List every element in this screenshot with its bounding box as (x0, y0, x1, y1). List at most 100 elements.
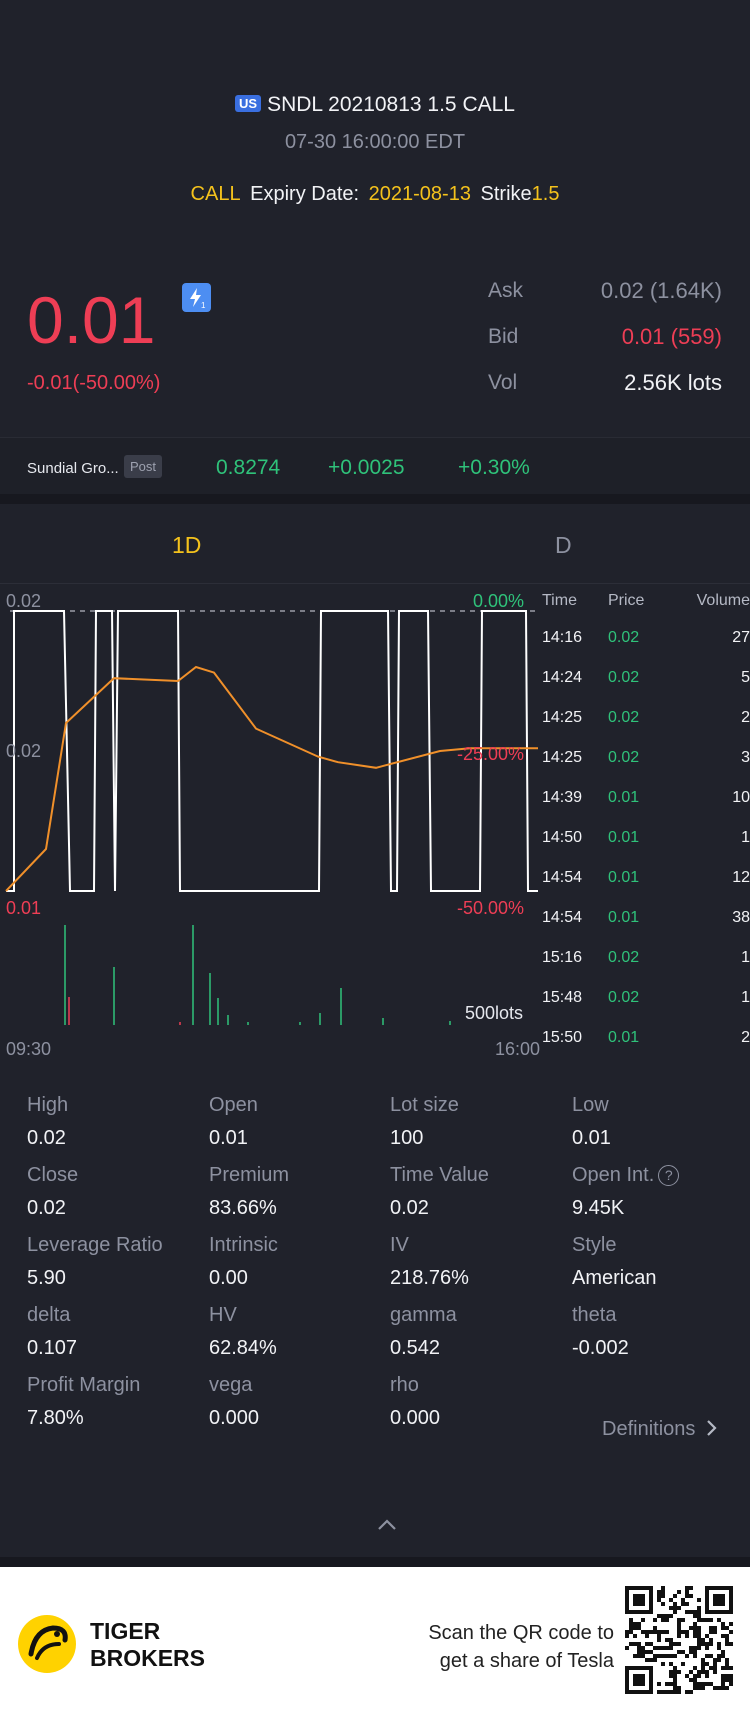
section-divider (0, 494, 750, 504)
stat-value: 0.000 (209, 1407, 260, 1429)
tick-volume: 1 (741, 829, 750, 846)
tick-table-header: Time Price Volume (540, 592, 750, 616)
tab-d[interactable]: D (555, 532, 572, 558)
tick-row: 14:24 0.02 5 (540, 656, 750, 696)
vol-value: 2.56K lots (624, 370, 722, 395)
stat-theta: theta -0.002 (572, 1304, 750, 1360)
tick-price: 0.01 (608, 909, 640, 926)
tick-row: 14:50 0.01 1 (540, 816, 750, 856)
stat-value: 5.90 (27, 1267, 66, 1289)
level1-flash-icon[interactable]: 1 (182, 283, 211, 312)
expiry-value: 2021-08-13 (368, 183, 471, 205)
tick-price: 0.02 (608, 749, 640, 766)
definitions-link[interactable]: Definitions (602, 1418, 717, 1441)
stat-iv: IV 218.76% (390, 1234, 570, 1290)
definitions-label: Definitions (602, 1418, 696, 1440)
col-price: Price (608, 592, 645, 609)
tick-row: 14:54 0.01 12 (540, 856, 750, 896)
stat-rho: rho 0.000 (390, 1374, 570, 1430)
volume-bars (64, 925, 451, 1025)
tiger-logo-icon (18, 1615, 76, 1673)
stat-label: Profit Margin (27, 1374, 141, 1396)
y-label-top: 0.02 (6, 591, 41, 611)
stat-label: rho (390, 1374, 419, 1396)
tick-time: 15:16 (542, 949, 583, 966)
stat-premium: Premium 83.66% (209, 1164, 389, 1220)
tick-volume: 12 (732, 869, 750, 886)
tick-volume: 27 (732, 629, 750, 646)
tick-row: 14:25 0.02 2 (540, 696, 750, 736)
stat-label: Open Int. (572, 1164, 655, 1186)
tick-volume: 10 (732, 789, 750, 806)
average-line (5, 665, 538, 892)
tick-time: 14:54 (542, 869, 583, 886)
tick-rows: 14:16 0.02 27 14:24 0.02 5 14:25 0.02 2 14:25 0.02… (540, 616, 750, 1056)
tab-1d[interactable]: 1D (172, 532, 202, 558)
y-label-bottom: 0.01 (6, 898, 41, 918)
x-label-start: 09:30 (6, 1039, 51, 1059)
tick-price: 0.02 (608, 629, 640, 646)
ask-value: 0.02 (1.64K) (600, 278, 722, 303)
tick-time: 15:48 (542, 989, 583, 1006)
brand-line-1: TIGER (90, 1618, 161, 1644)
stat-value: 0.542 (390, 1337, 441, 1359)
ask-label: Ask (488, 279, 524, 302)
stat-value: 0.02 (390, 1197, 429, 1219)
stat-label: Lot size (390, 1094, 459, 1116)
tick-time: 15:50 (542, 1029, 583, 1046)
pct-label-top: 0.00% (473, 591, 524, 611)
stat-lot-size: Lot size 100 (390, 1094, 570, 1150)
strike-value: 1.5 (531, 183, 560, 205)
stat-value: 218.76% (390, 1267, 469, 1289)
tick-volume: 1 (741, 949, 750, 966)
stat-close: Close 0.02 (27, 1164, 207, 1220)
stat-label: delta (27, 1304, 71, 1326)
tick-price: 0.01 (608, 869, 640, 886)
stat-label: Leverage Ratio (27, 1234, 163, 1256)
expiry-label: Expiry Date: (250, 183, 360, 205)
intraday-chart[interactable]: 0.02 0.02 0.01 0.00% -25.00% -50.00% 500… (0, 585, 540, 1065)
help-icon[interactable]: ? (658, 1165, 680, 1186)
stat-delta: delta 0.107 (27, 1304, 207, 1360)
stat-profit-margin: Profit Margin 7.80% (27, 1374, 207, 1430)
tick-table[interactable]: Time Price Volume 14:16 0.02 27 14:24 0.02 5 1… (540, 592, 750, 1056)
bid-value: 0.01 (559) (621, 324, 722, 349)
stat-value: 0.107 (27, 1337, 78, 1359)
stat-value: 0.00 (209, 1267, 248, 1289)
promo-line-2: get a share of Tesla (439, 1650, 614, 1672)
stat-label: Time Value (390, 1164, 489, 1186)
tick-volume: 5 (741, 669, 750, 686)
brand-name: TIGER BROKERS (90, 1618, 205, 1672)
stat-value: -0.002 (572, 1337, 629, 1359)
col-time: Time (542, 592, 577, 609)
stat-time-value: Time Value 0.02 (390, 1164, 570, 1220)
qr-code (625, 1586, 733, 1694)
tick-price: 0.02 (608, 709, 640, 726)
chevron-up-icon[interactable] (376, 1518, 398, 1532)
stat-value: 0.02 (27, 1127, 66, 1149)
pct-label-bottom: -50.00% (457, 898, 524, 918)
stat-label: Open (209, 1094, 258, 1116)
stat-value: 100 (390, 1127, 424, 1149)
stat-gamma: gamma 0.542 (390, 1304, 570, 1360)
expiry-row: CALL Expiry Date: 2021-08-13 Strike1.5 (0, 183, 750, 206)
tick-price: 0.01 (608, 1029, 640, 1046)
tick-row: 15:50 0.01 2 (540, 1016, 750, 1056)
stat-value: 0.02 (27, 1197, 66, 1219)
price-change: -0.01(-50.00%) (27, 372, 161, 394)
tick-row: 14:54 0.01 38 (540, 896, 750, 936)
stat-value: 62.84% (209, 1337, 277, 1359)
underlying-row[interactable]: Sundial Gro... Post 0.8274 +0.0025 +0.30… (0, 437, 750, 494)
tick-row: 14:25 0.02 3 (540, 736, 750, 776)
stat-value: 0.01 (209, 1127, 248, 1149)
underlying-name: Sundial Gro... (27, 460, 119, 477)
stat-leverage-ratio: Leverage Ratio 5.90 (27, 1234, 207, 1290)
session-badge: Post (124, 455, 163, 478)
stat-label: Style (572, 1234, 617, 1256)
tick-time: 14:54 (542, 909, 583, 926)
volume-scale-label: 500lots (465, 1003, 523, 1023)
brand-line-2: BROKERS (90, 1645, 206, 1671)
tick-time: 14:16 (542, 629, 583, 646)
stat-label: IV (390, 1234, 409, 1256)
stat-value: 7.80% (27, 1407, 84, 1429)
